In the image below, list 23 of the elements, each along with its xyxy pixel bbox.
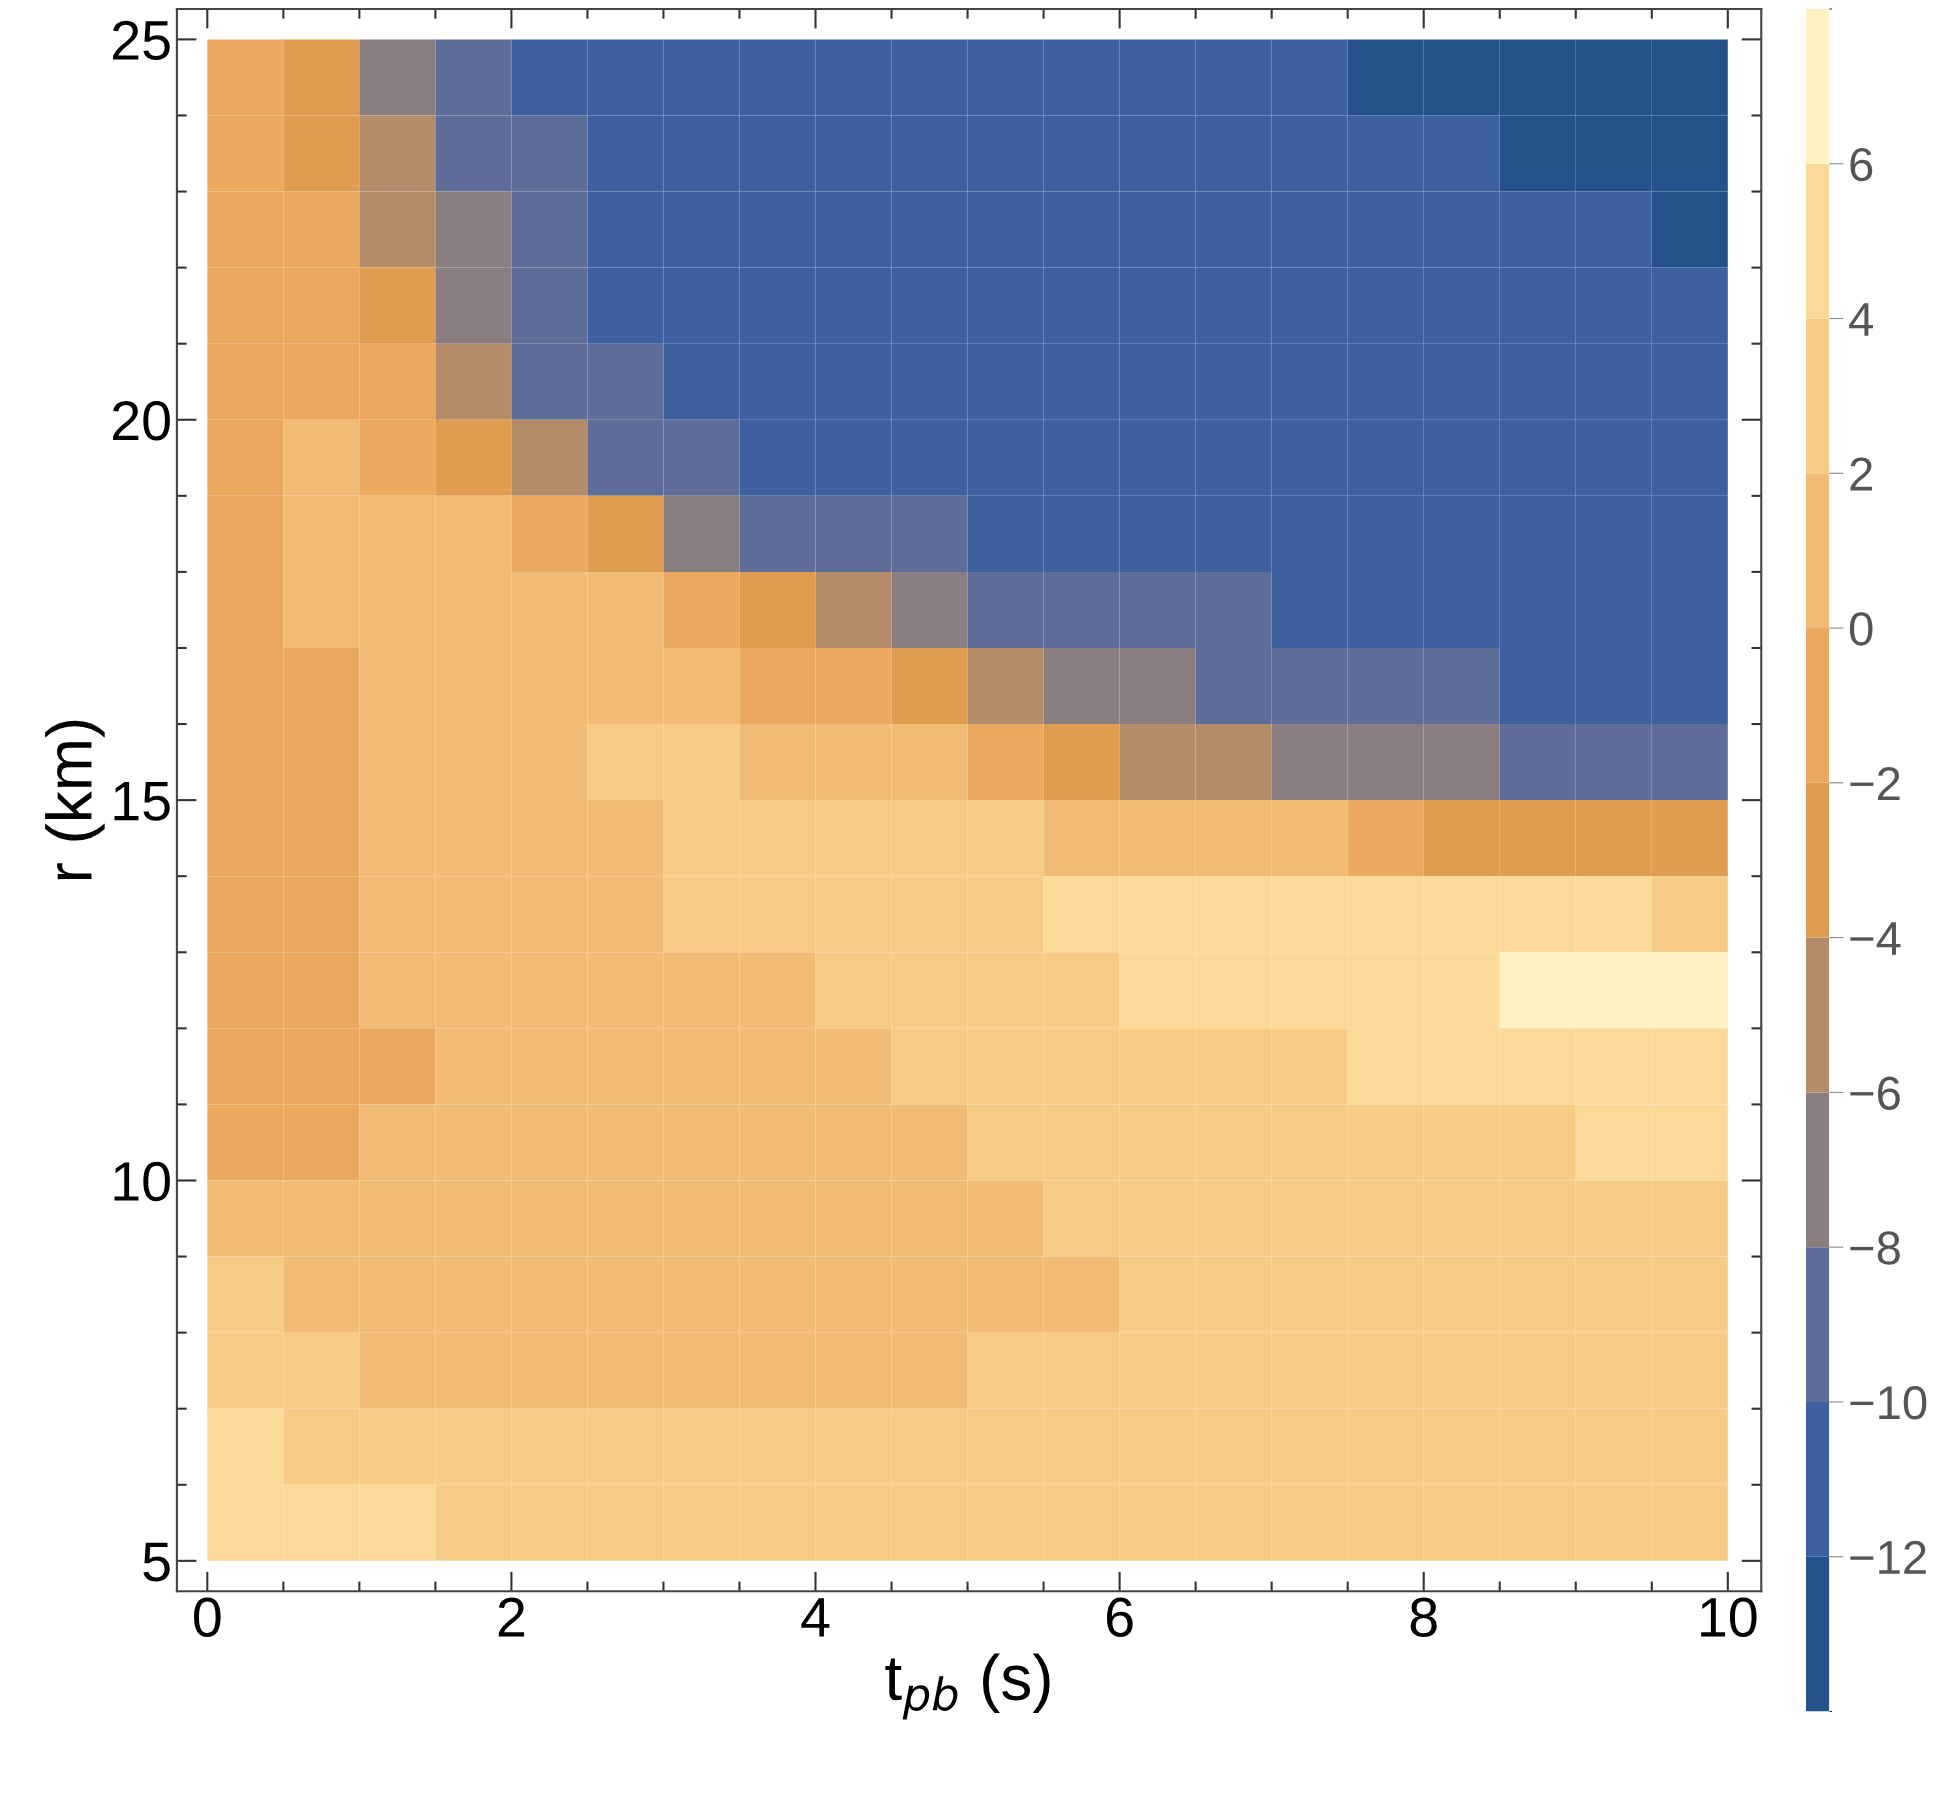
color-bar-label: −8 [1850,1231,1900,1265]
x-tick-label: 0 [194,1597,221,1637]
x-tick-label: 4 [801,1598,830,1637]
color-bar-label: −10 [1850,1386,1927,1420]
color-bar-label: 4 [1849,303,1873,336]
color-bar-label: −2 [1850,766,1900,800]
y-tick-label: 15 [114,782,170,821]
y-tick-label: 20 [113,401,170,441]
y-tick-label: 25 [113,20,170,61]
color-bar-label: 0 [1849,612,1873,646]
color-bar-label: −4 [1850,922,1901,955]
x-tick-label: 10 [1701,1597,1757,1637]
x-axis-title: t$_{pb}$ (s) [885,1653,1050,1720]
y-tick-label: 10 [114,1161,170,1202]
color-bar-label: 6 [1850,147,1873,182]
x-tick-label: 8 [1410,1597,1437,1637]
y-tick-label: 5 [143,1542,170,1582]
color-bar-label: 2 [1850,457,1872,491]
x-tick-label: 2 [498,1597,525,1637]
color-bar-label: −6 [1850,1076,1900,1110]
y-axis-title: r (km) [45,720,105,880]
x-tick-label: 6 [1106,1597,1133,1637]
color-bar-label: −12 [1850,1540,1926,1574]
